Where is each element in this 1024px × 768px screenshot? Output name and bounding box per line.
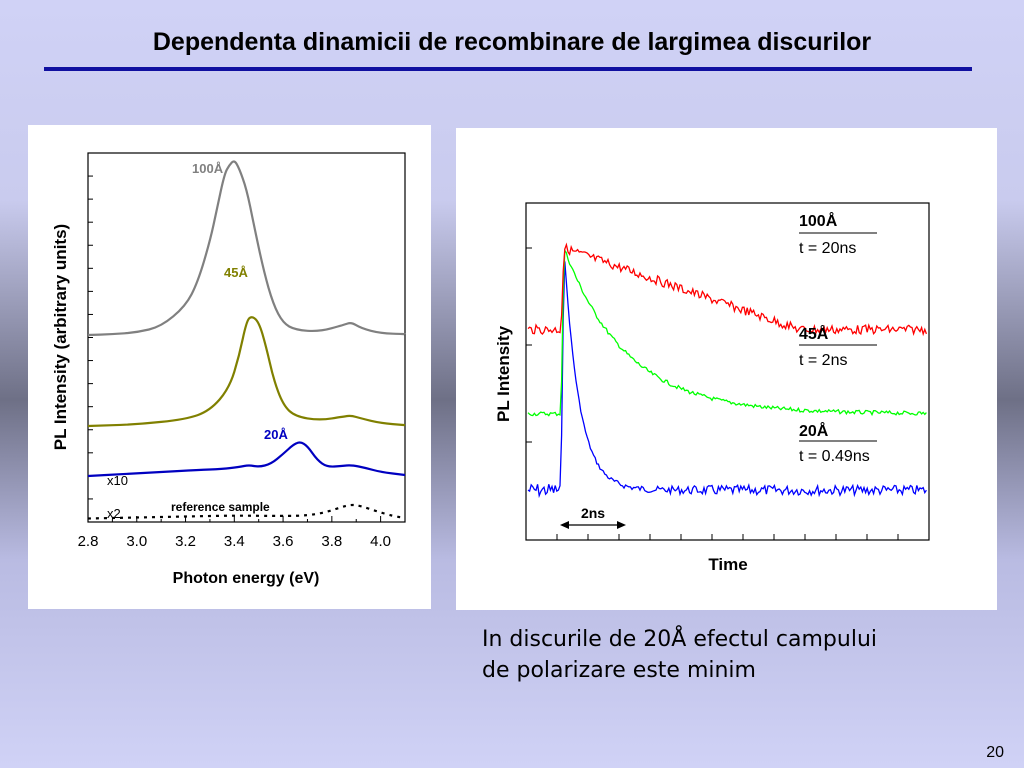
x-tick-label: 3.8 — [321, 533, 342, 550]
title-underline — [44, 67, 972, 71]
x-axis-label: Time — [708, 555, 747, 574]
x-tick-label: 3.6 — [273, 533, 294, 550]
x-tick-label: 3.0 — [126, 533, 147, 550]
series-reference-line — [87, 503, 406, 520]
scale-bar-arrow-right — [617, 521, 626, 529]
series-45A-line — [87, 316, 406, 428]
series-label-45: 45Å — [224, 265, 248, 280]
page-number: 20 — [986, 744, 1004, 761]
scale-bar-arrow-left — [560, 521, 569, 529]
pl-decay-chart-panel: Time PL Intensity 100Å t = 20ns 45Å t = … — [456, 128, 997, 610]
legend-100-tau: t = 20ns — [799, 240, 856, 257]
slide-caption: In discurile de 20Å efectul campului de … — [482, 624, 982, 686]
legend-20-tau: t = 0.49ns — [799, 448, 870, 465]
annotation-x10: x10 — [107, 473, 128, 488]
annotation-x2: x2 — [107, 506, 121, 521]
decay-20A-line — [527, 261, 927, 499]
legend-45-name: 45Å — [799, 324, 829, 343]
series-label-20: 20Å — [264, 427, 288, 442]
caption-line-1: In discurile de 20Å efectul campului — [482, 627, 878, 652]
legend-45-tau: t = 2ns — [799, 352, 847, 369]
scale-bar-label: 2ns — [581, 505, 605, 521]
legend-20-name: 20Å — [799, 421, 829, 440]
y-axis-label: PL Intensity — [494, 325, 513, 422]
x-tick-label: 3.4 — [224, 533, 245, 550]
caption-line-2: de polarizare este minim — [482, 658, 756, 683]
decay-100A-line — [527, 242, 928, 337]
y-axis-label: PL Intensity (arbitrary units) — [51, 224, 70, 450]
annotation-reference-sample: reference sample — [171, 500, 270, 514]
slide-title: Dependenta dinamicii de recombinare de l… — [152, 28, 872, 56]
x-tick-label: 3.2 — [175, 533, 196, 550]
series-20A-line — [87, 441, 406, 478]
x-tick-label: 2.8 — [78, 533, 99, 550]
series-100A-line — [87, 160, 407, 337]
legend-100-name: 100Å — [799, 211, 838, 230]
series-label-100: 100Å — [192, 161, 224, 176]
decay-45A-line — [527, 248, 927, 417]
pl-spectrum-chart-panel: 2.8 3.0 3.2 3.4 3.6 3.8 4.0 Photon energy (eV)… — [28, 125, 431, 609]
x-axis-label: Photon energy (eV) — [173, 570, 320, 587]
pl-spectrum-chart: 2.8 3.0 3.2 3.4 3.6 3.8 4.0 Photon energy (eV)… — [51, 152, 407, 587]
plot-frame — [525, 202, 930, 541]
pl-decay-chart: Time PL Intensity 100Å t = 20ns 45Å t = … — [494, 202, 930, 574]
x-tick-label: 4.0 — [370, 533, 391, 550]
